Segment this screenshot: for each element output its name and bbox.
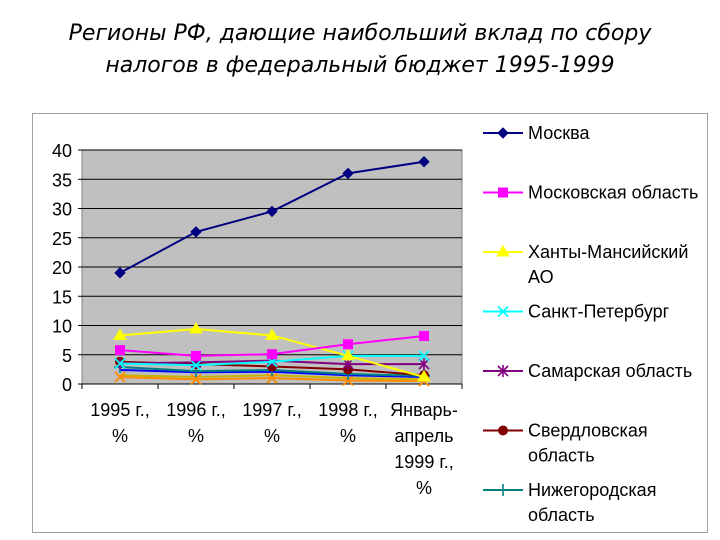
- data-point: [342, 374, 354, 387]
- y-tick-label: 0: [62, 375, 72, 395]
- x-tick-label: 1996 г.,%: [166, 400, 225, 446]
- legend-marker: [497, 127, 509, 139]
- x-tick-label: 1995 г.,%: [90, 400, 149, 446]
- chart-title-line-2: налогов в федеральный бюджет 1995-1999: [105, 53, 615, 78]
- legend-entry: Самарская область: [528, 361, 692, 381]
- legend-entry: Ханты-Мансийский АО: [528, 242, 688, 287]
- data-point: [114, 357, 126, 370]
- legend-entry-line: Ханты-Мансийский: [528, 242, 688, 262]
- x-tick-label-line: %: [416, 478, 432, 498]
- data-point: [417, 370, 431, 382]
- legend-entry-line: Санкт-Петербург: [528, 302, 670, 322]
- x-tick-label-line: %: [188, 426, 204, 446]
- data-point: [190, 226, 202, 238]
- y-tick-label: 30: [52, 200, 72, 220]
- data-point: [418, 350, 430, 362]
- legend-marker: [498, 187, 508, 198]
- data-point: [419, 331, 429, 342]
- x-tick-label-line: 1997 г.,: [242, 400, 301, 420]
- legend-entry-line: область: [528, 446, 595, 466]
- legend-entry: Санкт-Петербург: [528, 302, 670, 322]
- y-tick-label: 40: [52, 141, 72, 161]
- x-tick-label-line: %: [264, 426, 280, 446]
- chart-title-line-1: Регионы РФ, дающие наибольший вклад по с…: [68, 21, 652, 46]
- legend-entry-line: Московская область: [528, 183, 698, 203]
- legend-marker: [498, 425, 508, 436]
- legend-entry-line: Нижегородская: [528, 480, 656, 500]
- data-point: [189, 322, 203, 334]
- legend-marker: [496, 245, 510, 257]
- data-point: [114, 371, 126, 383]
- legend-entry-line: АО: [528, 267, 554, 287]
- legend-entry-line: Самарская область: [528, 361, 692, 381]
- x-tick-label: 1998 г.,%: [318, 400, 377, 446]
- data-point: [115, 345, 125, 356]
- y-tick-label: 20: [52, 258, 72, 278]
- data-point: [342, 167, 354, 180]
- legend-entry: Москва: [528, 123, 590, 143]
- legend-entry-line: Москва: [528, 123, 590, 143]
- x-tick-label: 1997 г.,%: [242, 400, 301, 446]
- y-tick-label: 35: [52, 170, 72, 190]
- y-tick-label: 25: [52, 229, 72, 249]
- data-point: [114, 267, 126, 279]
- data-point: [267, 349, 277, 360]
- chart-title: Регионы РФ, дающие наибольший вклад по с…: [0, 18, 720, 82]
- legend-marker: [497, 484, 509, 496]
- legend-entry: Свердловская область: [528, 421, 648, 466]
- data-point: [418, 358, 430, 371]
- y-tick-label: 15: [52, 287, 72, 307]
- data-point: [266, 372, 278, 384]
- data-point: [266, 205, 278, 218]
- data-point: [190, 359, 202, 371]
- x-tick-label-line: апрель: [394, 426, 453, 446]
- legend-entry: Нижегородская область: [528, 480, 656, 525]
- x-tick-label-line: %: [112, 426, 128, 446]
- y-tick-label: 10: [52, 317, 72, 337]
- legend-marker: [497, 365, 509, 377]
- legend-entry: Московская область: [528, 183, 698, 203]
- x-tick-label-line: %: [340, 426, 356, 446]
- data-point: [265, 328, 279, 340]
- data-point: [418, 155, 430, 168]
- data-point: [341, 348, 355, 361]
- legend-entry-line: область: [528, 505, 595, 525]
- chart-frame: [32, 113, 708, 533]
- x-tick-label-line: 1995 г.,: [90, 400, 149, 420]
- x-tick-label-line: 1999 г.,: [394, 452, 453, 472]
- x-tick-label-line: 1996 г.,: [166, 400, 225, 420]
- legend-marker: [497, 305, 509, 318]
- legend-entry-line: Свердловская: [528, 421, 648, 441]
- data-point: [113, 328, 127, 340]
- x-tick-label: Январь-апрель 1999 г.,%: [390, 400, 458, 498]
- y-tick-label: 5: [62, 346, 72, 366]
- x-tick-label-line: Январь-: [390, 400, 458, 420]
- data-point: [343, 339, 353, 350]
- x-tick-label-line: 1998 г.,: [318, 400, 377, 420]
- data-point: [190, 373, 202, 385]
- data-point: [191, 350, 201, 361]
